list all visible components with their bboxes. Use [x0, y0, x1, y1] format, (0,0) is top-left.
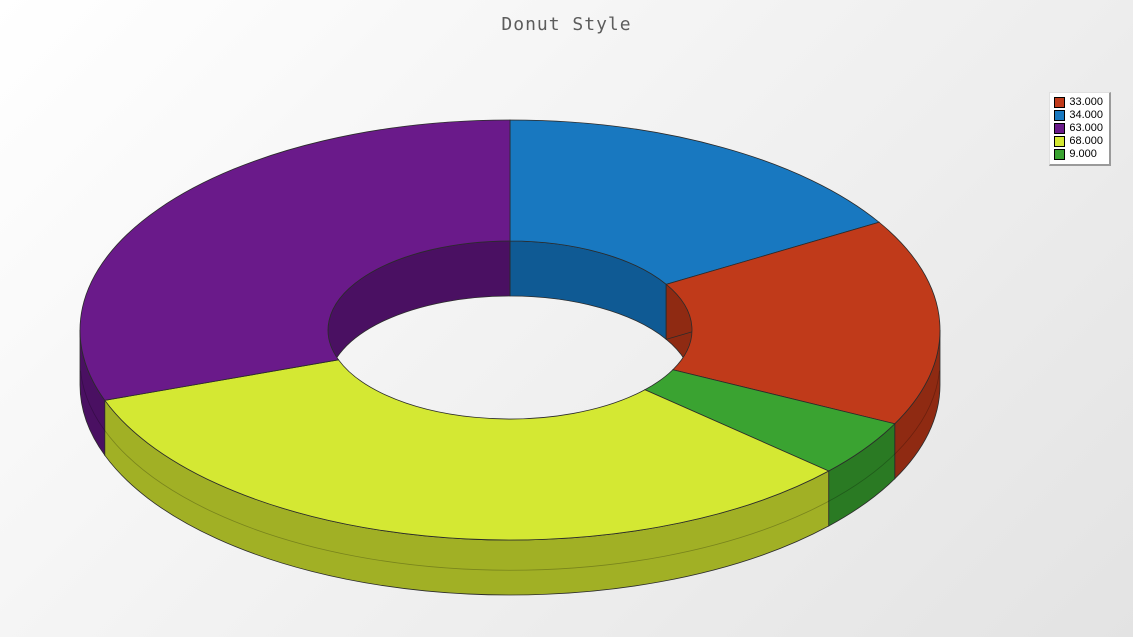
- legend-label: 34.000: [1069, 109, 1103, 122]
- legend-item: 34.000: [1054, 109, 1103, 122]
- legend-swatch: [1054, 123, 1065, 134]
- legend-item: 9.000: [1054, 148, 1103, 161]
- donut-chart: [55, 55, 1075, 635]
- legend-swatch: [1054, 136, 1065, 147]
- chart-title: Donut Style: [0, 14, 1133, 35]
- legend-item: 68.000: [1054, 135, 1103, 148]
- legend-item: 33.000: [1054, 96, 1103, 109]
- legend-swatch: [1054, 149, 1065, 160]
- chart-stage: Donut Style 33.00034.00063.00068.0009.00…: [0, 0, 1133, 637]
- legend-item: 63.000: [1054, 122, 1103, 135]
- legend-label: 68.000: [1069, 135, 1103, 148]
- legend-label: 9.000: [1069, 148, 1097, 161]
- legend-swatch: [1054, 97, 1065, 108]
- legend-label: 33.000: [1069, 96, 1103, 109]
- legend-swatch: [1054, 110, 1065, 121]
- legend-label: 63.000: [1069, 122, 1103, 135]
- legend: 33.00034.00063.00068.0009.000: [1049, 92, 1111, 166]
